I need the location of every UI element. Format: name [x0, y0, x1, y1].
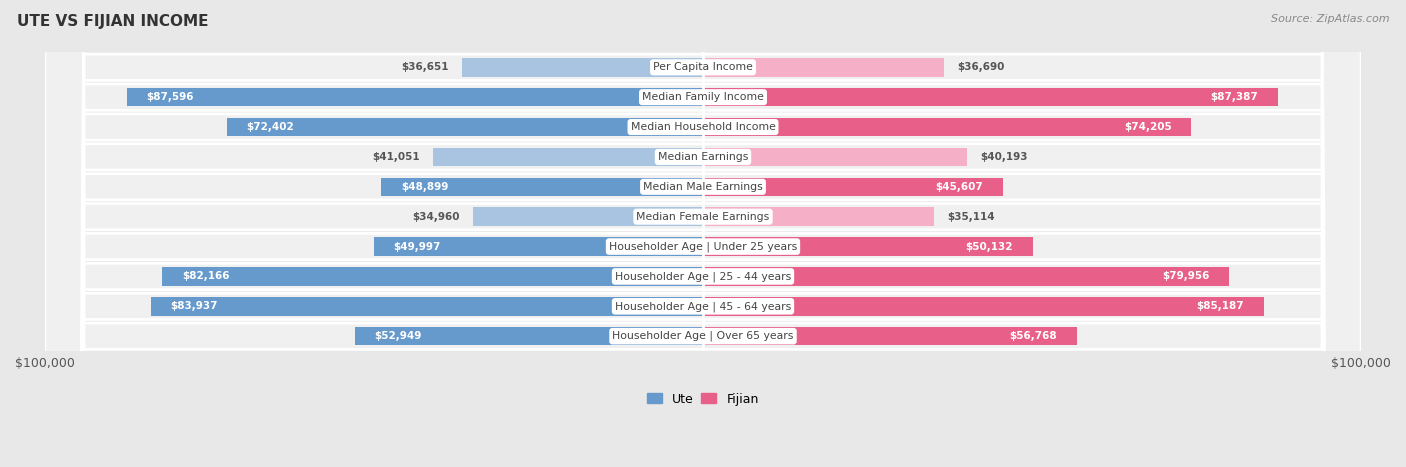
Text: $49,997: $49,997 [394, 241, 441, 252]
FancyBboxPatch shape [45, 0, 1361, 467]
FancyBboxPatch shape [45, 0, 1361, 467]
Bar [703, 148, 967, 166]
FancyBboxPatch shape [45, 0, 1361, 467]
FancyBboxPatch shape [45, 0, 1361, 467]
Text: $35,114: $35,114 [948, 212, 995, 222]
Text: Householder Age | 45 - 64 years: Householder Age | 45 - 64 years [614, 301, 792, 311]
Text: Median Household Income: Median Household Income [630, 122, 776, 132]
Text: $74,205: $74,205 [1123, 122, 1171, 132]
Text: $56,768: $56,768 [1010, 331, 1057, 341]
Text: $87,387: $87,387 [1211, 92, 1258, 102]
Text: Householder Age | Under 25 years: Householder Age | Under 25 years [609, 241, 797, 252]
Text: Median Family Income: Median Family Income [643, 92, 763, 102]
Bar [150, 297, 703, 316]
Text: Median Earnings: Median Earnings [658, 152, 748, 162]
FancyBboxPatch shape [45, 0, 1361, 467]
Text: $41,051: $41,051 [373, 152, 420, 162]
Text: $36,651: $36,651 [401, 62, 449, 72]
Bar [162, 267, 703, 286]
FancyBboxPatch shape [45, 0, 1361, 467]
FancyBboxPatch shape [45, 0, 1361, 467]
Legend: Ute, Fijian: Ute, Fijian [643, 388, 763, 410]
Text: $87,596: $87,596 [146, 92, 194, 102]
Text: $36,690: $36,690 [957, 62, 1005, 72]
Text: Householder Age | 25 - 44 years: Householder Age | 25 - 44 years [614, 271, 792, 282]
Bar [703, 237, 1033, 256]
Text: $83,937: $83,937 [170, 301, 218, 311]
Bar [127, 88, 703, 106]
Text: Median Female Earnings: Median Female Earnings [637, 212, 769, 222]
Bar [703, 297, 1264, 316]
Text: Median Male Earnings: Median Male Earnings [643, 182, 763, 192]
Bar [703, 207, 934, 226]
FancyBboxPatch shape [45, 0, 1361, 467]
Bar [374, 237, 703, 256]
Bar [226, 118, 703, 136]
FancyBboxPatch shape [45, 0, 1361, 467]
Text: $82,166: $82,166 [181, 271, 229, 282]
Text: $79,956: $79,956 [1161, 271, 1209, 282]
Text: $52,949: $52,949 [374, 331, 422, 341]
Text: Per Capita Income: Per Capita Income [652, 62, 754, 72]
Text: UTE VS FIJIAN INCOME: UTE VS FIJIAN INCOME [17, 14, 208, 29]
Text: $72,402: $72,402 [246, 122, 294, 132]
Bar [703, 58, 945, 77]
FancyBboxPatch shape [45, 0, 1361, 467]
Text: Source: ZipAtlas.com: Source: ZipAtlas.com [1271, 14, 1389, 24]
Bar [703, 118, 1191, 136]
Bar [703, 327, 1077, 346]
Text: $34,960: $34,960 [412, 212, 460, 222]
Bar [354, 327, 703, 346]
Bar [433, 148, 703, 166]
Bar [381, 177, 703, 196]
Text: $48,899: $48,899 [401, 182, 449, 192]
Bar [461, 58, 703, 77]
Text: $40,193: $40,193 [980, 152, 1028, 162]
Text: $50,132: $50,132 [966, 241, 1014, 252]
Text: $45,607: $45,607 [935, 182, 983, 192]
Bar [703, 177, 1002, 196]
Bar [703, 88, 1278, 106]
Text: $85,187: $85,187 [1197, 301, 1244, 311]
Text: Householder Age | Over 65 years: Householder Age | Over 65 years [612, 331, 794, 341]
Bar [472, 207, 703, 226]
Bar [703, 267, 1229, 286]
